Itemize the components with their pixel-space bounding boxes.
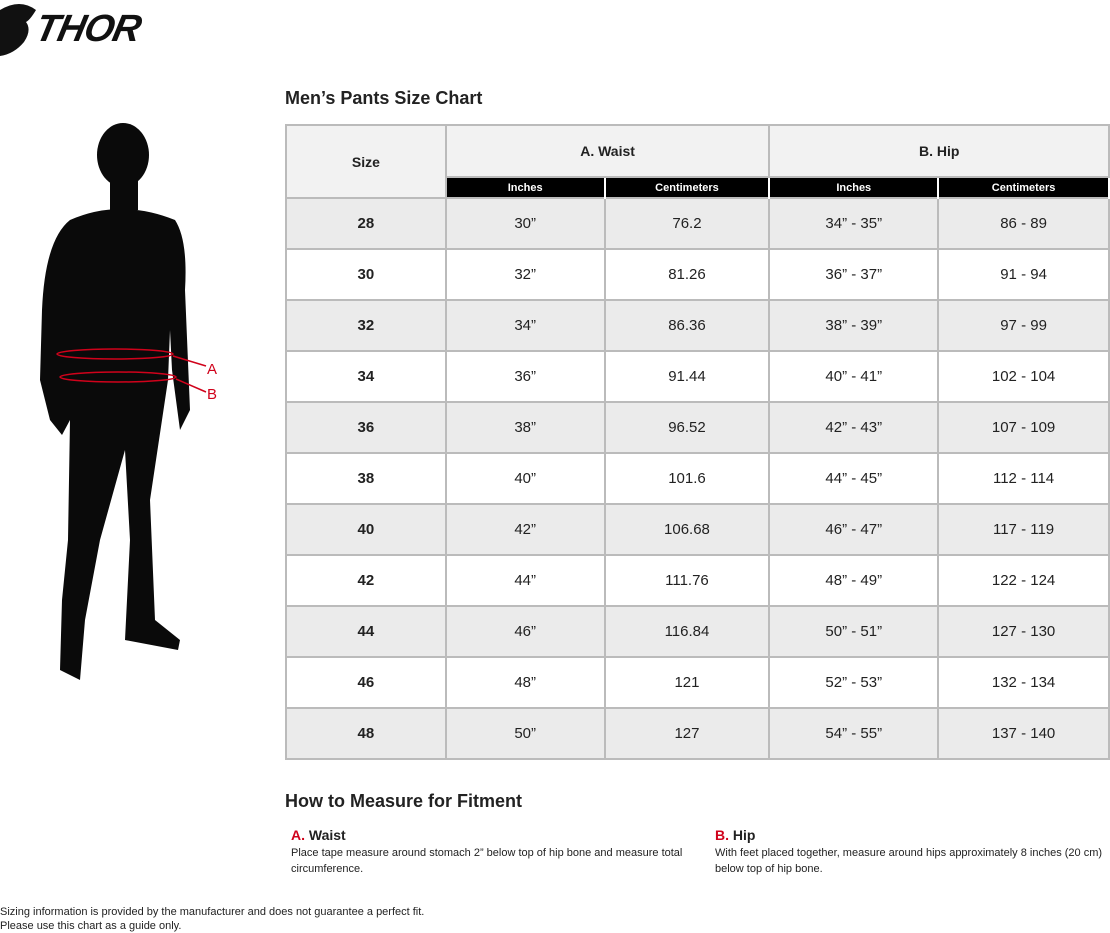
value-cell: 107 - 109	[937, 401, 1110, 454]
value-cell: 106.68	[603, 503, 771, 556]
hip-letter: B.	[715, 827, 729, 843]
size-cell: 28	[285, 197, 447, 250]
value-cell: 121	[603, 656, 771, 709]
value-cell: 32”	[444, 248, 606, 301]
value-cell: 96.52	[603, 401, 771, 454]
value-cell: 50”	[444, 707, 606, 760]
disclaimer-line: Please use this chart as a guide only.	[0, 920, 182, 932]
waist-instructions: A. Waist Place tape measure around stoma…	[291, 827, 691, 877]
value-cell: 54” - 55”	[768, 707, 940, 760]
table-row: 48 50” 127 54” - 55” 137 - 140	[285, 707, 1110, 760]
table-row: 42 44” 111.76 48” - 49” 122 - 124	[285, 554, 1110, 607]
value-cell: 34” - 35”	[768, 197, 940, 250]
value-cell: 127 - 130	[937, 605, 1110, 658]
value-cell: 36” - 37”	[768, 248, 940, 301]
hip-instructions: B. Hip With feet placed together, measur…	[715, 827, 1110, 877]
label-a: A	[207, 361, 217, 378]
thor-helmet-icon	[0, 4, 36, 56]
value-cell: 30”	[444, 197, 606, 250]
value-cell: 34”	[444, 299, 606, 352]
value-cell: 36”	[444, 350, 606, 403]
value-cell: 122 - 124	[937, 554, 1110, 607]
size-cell: 36	[285, 401, 447, 454]
value-cell: 40” - 41”	[768, 350, 940, 403]
value-cell: 117 - 119	[937, 503, 1110, 556]
value-cell: 111.76	[603, 554, 771, 607]
size-cell: 38	[285, 452, 447, 505]
value-cell: 38”	[444, 401, 606, 454]
value-cell: 86 - 89	[937, 197, 1110, 250]
measure-title: How to Measure for Fitment	[285, 791, 523, 811]
value-cell: 101.6	[603, 452, 771, 505]
value-cell: 97 - 99	[937, 299, 1110, 352]
size-cell: 32	[285, 299, 447, 352]
table-row: 44 46” 116.84 50” - 51” 127 - 130	[285, 605, 1110, 658]
value-cell: 44” - 45”	[768, 452, 940, 505]
hip-header: B. Hip	[768, 124, 1110, 178]
disclaimer: Sizing information is provided by the ma…	[0, 905, 424, 933]
value-cell: 81.26	[603, 248, 771, 301]
size-cell: 42	[285, 554, 447, 607]
value-cell: 40”	[444, 452, 606, 505]
value-cell: 52” - 53”	[768, 656, 940, 709]
value-cell: 127	[603, 707, 771, 760]
table-row: 30 32” 81.26 36” - 37” 91 - 94	[285, 248, 1110, 301]
value-cell: 46”	[444, 605, 606, 658]
size-cell: 30	[285, 248, 447, 301]
value-cell: 91 - 94	[937, 248, 1110, 301]
size-cell: 40	[285, 503, 447, 556]
value-cell: 48” - 49”	[768, 554, 940, 607]
value-cell: 137 - 140	[937, 707, 1110, 760]
value-cell: 42” - 43”	[768, 401, 940, 454]
value-cell: 112 - 114	[937, 452, 1110, 505]
hip-text: With feet placed together, measure aroun…	[715, 847, 1103, 875]
value-cell: 102 - 104	[937, 350, 1110, 403]
size-cell: 46	[285, 656, 447, 709]
waist-header: A. Waist	[444, 124, 771, 178]
table-row: 32 34” 86.36 38” - 39” 97 - 99	[285, 299, 1110, 352]
value-cell: 38” - 39”	[768, 299, 940, 352]
value-cell: 76.2	[603, 197, 771, 250]
value-cell: 46” - 47”	[768, 503, 940, 556]
subheader: Inches	[768, 177, 940, 198]
waist-text: Place tape measure around stomach 2” bel…	[291, 847, 683, 875]
value-cell: 48”	[444, 656, 606, 709]
subheader: Centimeters	[603, 177, 771, 198]
hip-label: Hip	[732, 827, 756, 843]
value-cell: 86.36	[603, 299, 771, 352]
table-row: 38 40” 101.6 44” - 45” 112 - 114	[285, 452, 1110, 505]
value-cell: 132 - 134	[937, 656, 1110, 709]
subheader: Inches	[444, 177, 606, 198]
value-cell: 50” - 51”	[768, 605, 940, 658]
brand-text: THOR	[31, 8, 145, 50]
table-row: 36 38” 96.52 42” - 43” 107 - 109	[285, 401, 1110, 454]
disclaimer-line: Sizing information is provided by the ma…	[0, 906, 425, 918]
subheader: Centimeters	[937, 177, 1110, 198]
size-header: Size	[285, 124, 447, 199]
table-row: 40 42” 106.68 46” - 47” 117 - 119	[285, 503, 1110, 556]
value-cell: 91.44	[603, 350, 771, 403]
table-row: 34 36” 91.44 40” - 41” 102 - 104	[285, 350, 1110, 403]
waist-label: Waist	[308, 827, 346, 843]
body-silhouette: A B	[40, 123, 217, 680]
value-cell: 116.84	[603, 605, 771, 658]
label-b: B	[207, 386, 217, 403]
size-cell: 34	[285, 350, 447, 403]
size-cell: 48	[285, 707, 447, 760]
thor-logo[interactable]: THOR	[0, 0, 175, 58]
waist-letter: A.	[291, 827, 305, 843]
size-cell: 44	[285, 605, 447, 658]
size-table: Size A. Waist B. Hip Inches Centimeters …	[285, 124, 1110, 760]
table-row: 46 48” 121 52” - 53” 132 - 134	[285, 656, 1110, 709]
table-row: 28 30” 76.2 34” - 35” 86 - 89	[285, 197, 1110, 250]
value-cell: 44”	[444, 554, 606, 607]
value-cell: 42”	[444, 503, 606, 556]
page-title: Men’s Pants Size Chart	[285, 88, 483, 108]
